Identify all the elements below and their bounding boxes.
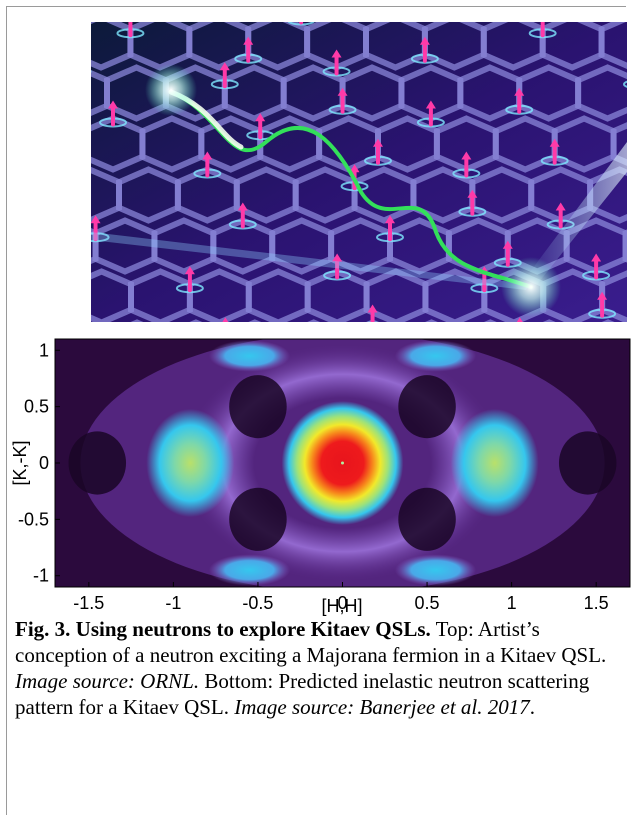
spin-site [528,22,557,39]
caption-source-bottom: Image source: Banerjee et al. 2017 [234,695,530,719]
dark-pocket [398,375,456,439]
frame-left-border [6,6,7,815]
lattice-hexagon [622,229,627,263]
spin-site [505,87,534,115]
top-spot-right [394,340,477,372]
heatmap-svg: -1.5 -1 -0.5 0 0.5 1 1.5 1 0.5 0 -0.5 -1 [H,H] [K,… [10,338,631,616]
spin-site [376,215,405,243]
x-axis-ticks: -1.5 -1 -0.5 0 0.5 1 1.5 [73,582,609,613]
dark-pocket [558,431,617,495]
spin-site [458,189,487,217]
y-tick-label: 1 [39,340,49,360]
spin-site [328,87,357,115]
spin-site [222,317,229,322]
center-dot [341,461,344,465]
spin-site [193,151,222,179]
honeycomb-lattice-art [91,22,627,322]
neutron-glow-start [145,64,197,116]
x-axis-label: [H,H] [321,596,362,616]
spin-site [210,62,239,90]
spin-site [416,100,445,128]
dark-pocket [68,431,127,495]
spin-site [364,138,393,166]
neutron-glow-impact [501,257,561,317]
dark-pocket [229,487,287,551]
heatmap-features [68,339,617,587]
lattice-hexagon [610,122,627,166]
spin-site [323,253,352,281]
lattice-hexagon [575,64,627,122]
caption-text-bottom: Bottom: Predicted inelastic neutron scat… [15,669,590,719]
spin-site [540,138,569,166]
caption-source-top: Image source: ORNL. [15,669,200,693]
x-tick-label: 0 [337,593,347,613]
spin-site [116,22,145,39]
bottom-spot-left [208,554,291,586]
x-tick-label: -1 [165,593,181,613]
y-axis-label: [K,-K] [10,440,30,485]
kitaev-illustration [91,22,627,322]
frame-top-border [6,6,626,7]
spin-site [175,266,204,294]
top-spot-left [208,340,291,372]
spin-site [234,36,263,64]
scattering-plot: -1.5 -1 -0.5 0 0.5 1 1.5 1 0.5 0 -0.5 -1 [H,H] [K,… [0,330,633,620]
side-lobe-right [450,408,539,518]
dark-pocket [229,375,287,439]
x-tick-label: 1.5 [584,593,609,613]
spin-site [410,36,439,64]
side-lobe-left [146,408,235,518]
neutron-beam-left [91,232,529,290]
y-tick-label: -1 [33,566,49,586]
spin-site [452,151,481,179]
x-tick-label: 1 [507,593,517,613]
dark-pocket [398,487,456,551]
y-tick-label: -0.5 [18,509,49,529]
figure-caption: Fig. 3. Using neutrons to explore Kitaev… [15,616,627,720]
spin-site [588,291,617,319]
y-axis-ticks: 1 0.5 0 -0.5 -1 [18,340,60,586]
spin-site [287,22,315,26]
spin-site [582,253,611,281]
x-tick-label: 0.5 [415,593,440,613]
y-tick-label: 0.5 [24,397,49,417]
caption-label: Fig. 3. Using neutrons to explore Kitaev… [15,617,431,641]
caption-end: . [529,695,535,719]
spin-site [623,80,627,88]
spin-site [228,202,257,230]
spin-site [516,317,523,322]
spin-site [366,304,379,322]
x-tick-label: -1.5 [73,593,104,613]
spin-site [322,49,351,77]
spin-site [91,215,110,243]
bottom-spot-right [394,554,477,586]
x-tick-label: -0.5 [242,593,273,613]
lattice-hexagon [598,22,627,70]
spin-site [99,100,127,128]
y-tick-label: 0 [39,453,49,473]
caption-text-top: Top: Artist’s conception of a neutron ex… [15,617,607,667]
neutron-beam-right [521,142,627,292]
